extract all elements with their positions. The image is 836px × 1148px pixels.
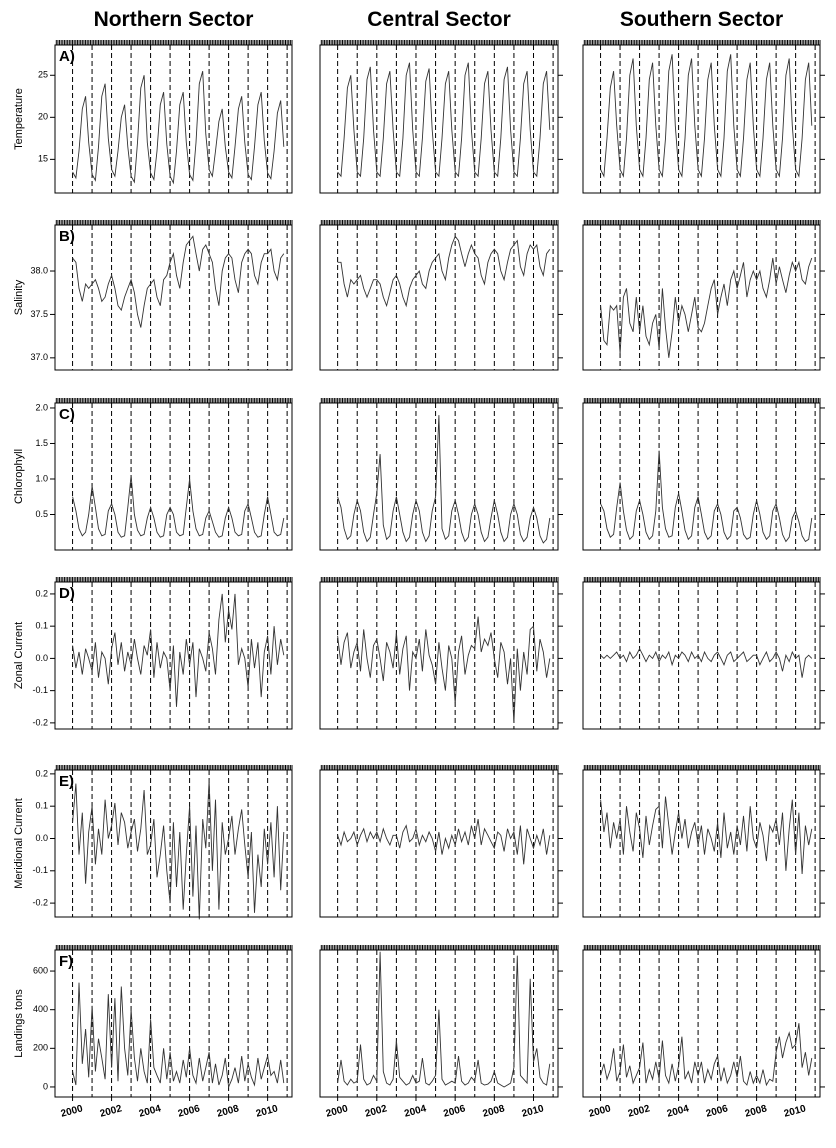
panel-frame: [582, 949, 821, 1098]
series-line: [600, 1023, 813, 1087]
series-line: [600, 796, 813, 875]
panel-frame: [319, 402, 559, 551]
x-tick-label: 2008: [482, 1103, 507, 1119]
y-tick-label: -0.2: [32, 897, 48, 907]
panel-frame: [582, 402, 821, 551]
x-tick-label: 2008: [216, 1103, 241, 1119]
series-line: [337, 235, 551, 308]
x-tick-label: 2002: [364, 1103, 389, 1119]
panel-frame: [582, 44, 821, 194]
y-tick-label: 37.5: [30, 309, 48, 319]
y-tick-label: -0.1: [32, 865, 48, 875]
panel-frame: [582, 224, 821, 371]
y-axis-label: Zonal Current: [13, 622, 25, 689]
y-tick-label: -0.1: [32, 685, 48, 695]
series-line: [337, 616, 551, 723]
panel-label: E): [59, 773, 74, 790]
panel-frame: [54, 581, 293, 730]
x-tick-label: 2002: [99, 1103, 124, 1119]
panel-label: C): [59, 406, 75, 423]
series-line: [72, 70, 285, 185]
y-tick-label: 0.0: [35, 653, 48, 663]
series-line: [600, 54, 813, 178]
column-title: Central Sector: [367, 8, 511, 31]
series-line: [600, 647, 813, 678]
x-tick-label: 2000: [60, 1103, 85, 1119]
y-tick-label: 0.0: [35, 833, 48, 843]
y-tick-label: 2.0: [35, 402, 48, 412]
x-tick-label: 2004: [138, 1103, 163, 1119]
y-tick-label: 200: [33, 1043, 48, 1053]
column-title: Northern Sector: [94, 8, 254, 31]
panel-frame: [319, 949, 559, 1098]
series-line: [72, 235, 285, 328]
x-tick-label: 2008: [744, 1103, 769, 1119]
panel-frame: [54, 402, 293, 551]
x-tick-label: 2010: [255, 1103, 280, 1119]
panel-frame: [54, 44, 293, 194]
series-line: [337, 62, 551, 178]
panel-frame: [54, 949, 293, 1098]
panel-frame: [319, 44, 559, 194]
x-tick-label: 2010: [521, 1103, 546, 1119]
y-tick-label: 1.5: [35, 438, 48, 448]
y-tick-label: 0.2: [35, 768, 48, 778]
x-tick-label: 2006: [705, 1103, 730, 1119]
y-tick-label: 15: [38, 154, 48, 164]
series-line: [337, 951, 551, 1088]
panel-frame: [319, 581, 559, 730]
column-title: Southern Sector: [620, 8, 783, 31]
panel-label: A): [59, 48, 75, 65]
x-tick-label: 2002: [627, 1103, 652, 1119]
y-axis-label: Chlorophyll: [13, 449, 25, 504]
series-line: [600, 450, 813, 543]
y-tick-label: 0.1: [35, 801, 48, 811]
series-line: [600, 257, 813, 358]
y-tick-label: -0.2: [32, 717, 48, 727]
y-tick-label: 0: [43, 1081, 48, 1091]
panel-frame: [54, 769, 293, 918]
x-tick-label: 2010: [783, 1103, 808, 1119]
series-line: [72, 780, 285, 920]
y-tick-label: 25: [38, 70, 48, 80]
panel-frame: [582, 769, 821, 918]
x-tick-label: 2000: [588, 1103, 613, 1119]
y-axis-label: Landings tons: [13, 989, 25, 1058]
y-tick-label: 600: [33, 965, 48, 975]
x-tick-label: 2006: [442, 1103, 467, 1119]
x-tick-label: 2004: [403, 1103, 428, 1119]
y-tick-label: 0.2: [35, 588, 48, 598]
panel-frame: [582, 581, 821, 730]
x-tick-label: 2004: [666, 1103, 691, 1119]
x-tick-label: 2000: [325, 1103, 350, 1119]
y-axis-label: Temperature: [13, 88, 25, 150]
panel-label: F): [59, 953, 73, 970]
series-line: [337, 819, 551, 865]
y-axis-label: Meridional Current: [13, 798, 25, 888]
y-tick-label: 1.0: [35, 473, 48, 483]
y-tick-label: 20: [38, 112, 48, 122]
panel-frame: [319, 224, 559, 371]
series-line: [72, 982, 285, 1089]
series-line: [72, 593, 285, 707]
x-tick-label: 2006: [177, 1103, 202, 1119]
panel-frame: [319, 769, 559, 918]
y-axis-label: Salinity: [13, 279, 25, 315]
series-line: [337, 415, 551, 544]
panel-frame: [54, 224, 293, 371]
series-line: [72, 475, 285, 538]
y-tick-label: 0.1: [35, 621, 48, 631]
y-tick-label: 0.5: [35, 509, 48, 519]
y-tick-label: 37.0: [30, 352, 48, 362]
panel-label: B): [59, 228, 75, 245]
y-tick-label: 400: [33, 1004, 48, 1014]
y-tick-label: 38.0: [30, 265, 48, 275]
panel-label: D): [59, 585, 75, 602]
